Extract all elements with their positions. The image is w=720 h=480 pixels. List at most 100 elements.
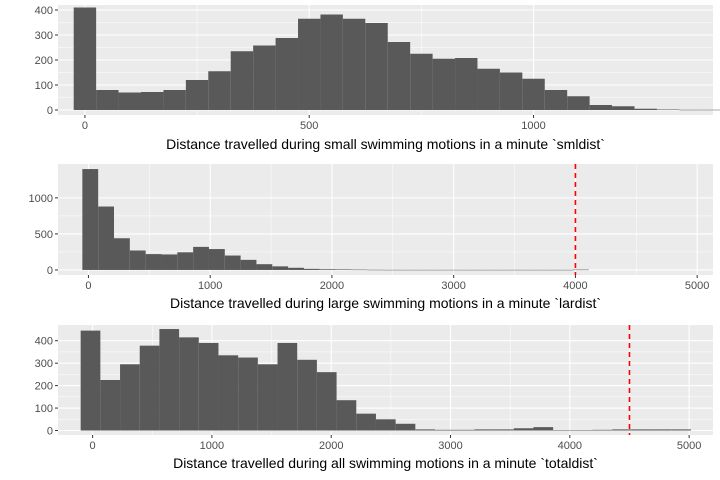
x-tick-label: 0	[90, 440, 96, 452]
histogram-bar	[278, 343, 298, 431]
histogram-bar	[256, 264, 272, 270]
panel-lardist: 0 1000 2000 3000 4000 500005001000 Distance t…	[29, 164, 713, 311]
histogram-bar	[317, 372, 337, 430]
histogram-bar	[557, 270, 573, 271]
histogram-bar	[231, 51, 253, 110]
histogram-bar	[590, 105, 612, 110]
histogram-bar	[298, 19, 320, 110]
histogram-bar	[81, 331, 101, 431]
histogram-bar	[415, 270, 431, 271]
y-tick-label: 200	[35, 55, 53, 67]
histogram-bar	[163, 90, 185, 110]
x-tick-label: 2000	[320, 280, 344, 292]
histogram-bar	[657, 110, 679, 111]
histogram-bar	[258, 364, 278, 430]
histogram-bar	[399, 270, 415, 271]
histogram-bar	[376, 419, 396, 430]
histogram-bar	[671, 429, 691, 430]
histogram-bar	[276, 38, 298, 110]
histogram-bar	[500, 73, 522, 111]
y-tick-label: 100	[35, 403, 53, 415]
histogram-bar	[494, 270, 510, 271]
histogram-bar	[241, 260, 257, 270]
histogram-bar	[553, 430, 573, 431]
histogram-bar	[573, 270, 589, 271]
y-tick-label: 0	[47, 426, 53, 438]
histogram-bar	[634, 109, 656, 110]
y-tick-label: 300	[35, 358, 53, 370]
histogram-bar	[455, 430, 475, 431]
x-tick-label: 4000	[558, 440, 582, 452]
histogram-bar	[161, 254, 177, 269]
histogram-bar	[304, 269, 320, 270]
y-tick-label: 400	[35, 5, 53, 17]
histogram-bar	[141, 92, 163, 110]
histogram-bar	[533, 427, 553, 430]
histogram-bar	[702, 110, 720, 111]
histogram-bar	[337, 400, 357, 430]
histogram-bar	[545, 90, 567, 110]
histogram-bar	[114, 238, 130, 270]
histogram-bar	[119, 93, 141, 111]
histogram-bar	[573, 430, 593, 431]
y-tick-label: 500	[35, 229, 53, 241]
y-tick-label: 100	[35, 80, 53, 92]
x-tick-label: 3000	[441, 280, 465, 292]
histogram-bar	[351, 270, 367, 271]
histogram-bar	[477, 69, 499, 110]
histogram-bar	[82, 169, 98, 270]
histogram-bar	[455, 58, 477, 110]
histogram-bar	[592, 430, 612, 431]
histogram-bar	[209, 249, 225, 270]
histogram-bar	[297, 360, 317, 431]
histogram-bar	[208, 71, 230, 110]
histogram-bar	[146, 254, 162, 270]
histogram-bar	[140, 346, 160, 431]
histogram-bar	[541, 270, 557, 271]
x-tick-label: 5000	[677, 440, 701, 452]
x-tick-label: 5000	[685, 280, 709, 292]
histogram-bar	[522, 79, 544, 110]
histogram-bar	[193, 247, 209, 270]
histogram-bar	[218, 355, 238, 430]
histogram-bar	[159, 329, 179, 430]
histogram-bar	[612, 106, 634, 110]
histogram-bar	[238, 358, 258, 431]
histogram-bar	[415, 429, 435, 430]
histogram-bar	[383, 270, 399, 271]
panel-smldist: 0 500 1000 0 100 200 300 400 Distance travelled…	[35, 5, 720, 152]
histogram-bar	[462, 270, 478, 271]
histogram-bar	[288, 268, 304, 270]
histogram-bar	[388, 42, 410, 110]
histogram-bar	[435, 430, 455, 431]
x-axis-title: Distance travelled during small swimming…	[166, 136, 605, 152]
histogram-bar	[199, 343, 219, 431]
y-tick-label: 0	[47, 105, 53, 117]
histogram-bar	[186, 80, 208, 110]
histogram-bar	[431, 270, 447, 271]
x-axis-title: Distance travelled during large swimming…	[170, 295, 601, 311]
histogram-bar	[632, 429, 652, 430]
x-tick-label: 1000	[521, 120, 545, 132]
histogram-bar	[225, 256, 241, 270]
x-tick-label: 4000	[563, 280, 587, 292]
x-tick-label: 3000	[438, 440, 462, 452]
histogram-bar	[612, 429, 632, 430]
histogram-bar	[320, 15, 342, 111]
histogram-bar	[567, 96, 589, 110]
histogram-bar	[179, 337, 199, 430]
y-tick-label: 400	[35, 336, 53, 348]
histogram-bar	[494, 429, 514, 430]
histogram-bar	[514, 428, 534, 430]
histogram-bar	[74, 8, 96, 111]
histogram-bar	[446, 270, 462, 271]
panel-totaldist: 0 1000 2000 3000 4000 5000 0 100 200 300 400 Dista…	[35, 325, 713, 471]
histogram-bar	[100, 380, 120, 431]
x-tick-label: 0	[82, 120, 88, 132]
histogram-bar	[365, 23, 387, 110]
x-tick-label: 0	[85, 280, 91, 292]
y-tick-label: 1000	[29, 193, 53, 205]
x-axis-title: Distance travelled during all swimming m…	[173, 455, 598, 471]
histogram-bar	[272, 266, 288, 270]
